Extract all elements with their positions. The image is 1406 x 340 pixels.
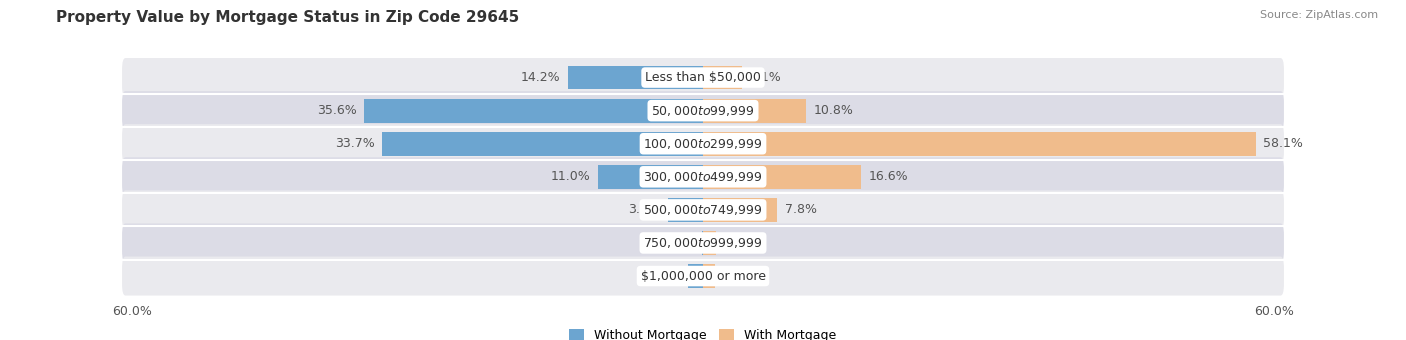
Bar	[599, 165, 703, 189]
Bar	[364, 99, 703, 122]
Bar	[703, 264, 716, 288]
Text: 11.0%: 11.0%	[551, 170, 591, 183]
FancyBboxPatch shape	[122, 58, 1284, 97]
Text: 10.8%: 10.8%	[813, 104, 853, 117]
Text: 35.6%: 35.6%	[316, 104, 357, 117]
Bar	[703, 99, 806, 122]
Bar	[703, 132, 1256, 156]
Text: 16.6%: 16.6%	[869, 170, 908, 183]
Bar	[382, 132, 703, 156]
Text: Source: ZipAtlas.com: Source: ZipAtlas.com	[1260, 10, 1378, 20]
Text: 14.2%: 14.2%	[520, 71, 561, 84]
FancyBboxPatch shape	[122, 91, 1284, 130]
FancyBboxPatch shape	[122, 190, 1284, 230]
Text: 7.8%: 7.8%	[785, 203, 817, 216]
Bar	[688, 264, 703, 288]
Bar	[703, 165, 860, 189]
Text: 33.7%: 33.7%	[335, 137, 375, 150]
Bar	[668, 198, 703, 222]
FancyBboxPatch shape	[122, 223, 1284, 262]
Text: 58.1%: 58.1%	[1263, 137, 1303, 150]
Text: 3.7%: 3.7%	[628, 203, 661, 216]
Text: $500,000 to $749,999: $500,000 to $749,999	[644, 203, 762, 217]
Text: 0.14%: 0.14%	[654, 236, 695, 250]
Text: $1,000,000 or more: $1,000,000 or more	[641, 270, 765, 283]
Legend: Without Mortgage, With Mortgage: Without Mortgage, With Mortgage	[564, 324, 842, 340]
Text: $50,000 to $99,999: $50,000 to $99,999	[651, 104, 755, 118]
Text: 4.1%: 4.1%	[749, 71, 782, 84]
Text: 1.6%: 1.6%	[648, 270, 681, 283]
FancyBboxPatch shape	[122, 256, 1284, 295]
Bar	[703, 66, 742, 89]
Text: $750,000 to $999,999: $750,000 to $999,999	[644, 236, 762, 250]
Text: 1.3%: 1.3%	[723, 270, 755, 283]
Text: $300,000 to $499,999: $300,000 to $499,999	[644, 170, 762, 184]
Bar	[568, 66, 703, 89]
Text: $100,000 to $299,999: $100,000 to $299,999	[644, 137, 762, 151]
Text: 1.4%: 1.4%	[724, 236, 755, 250]
Bar	[703, 198, 778, 222]
Bar	[703, 231, 716, 255]
Text: Less than $50,000: Less than $50,000	[645, 71, 761, 84]
Text: Property Value by Mortgage Status in Zip Code 29645: Property Value by Mortgage Status in Zip…	[56, 10, 519, 25]
FancyBboxPatch shape	[122, 157, 1284, 196]
FancyBboxPatch shape	[122, 124, 1284, 163]
